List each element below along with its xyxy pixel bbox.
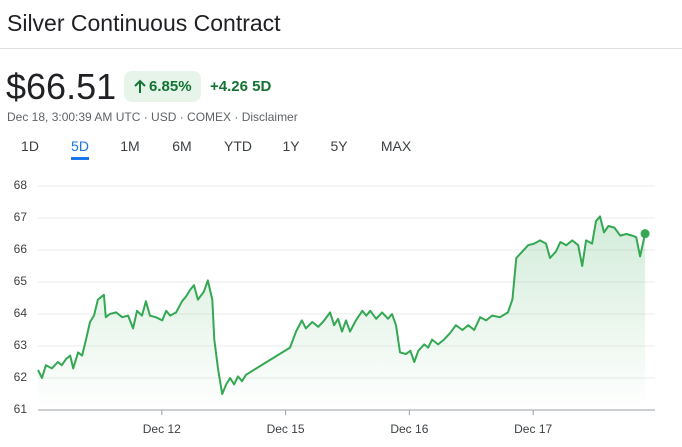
y-tick-label: 67: [14, 210, 28, 224]
range-tab[interactable]: YTD: [224, 138, 252, 154]
subtitle: Dec 18, 3:00:39 AM UTC · USD · COMEX · D…: [7, 110, 298, 124]
change: +4.26 5D: [210, 78, 272, 95]
range-tab[interactable]: 1M: [120, 138, 140, 154]
y-tick-label: 64: [14, 306, 28, 320]
last-point: [640, 229, 650, 239]
change-percent: 6.85%: [149, 78, 192, 95]
x-tick-label: Dec 12: [143, 422, 181, 436]
up-arrow: [134, 79, 146, 93]
x-tick-label: Dec 15: [267, 422, 305, 436]
y-tick-label: 66: [14, 242, 28, 256]
range-tab[interactable]: MAX: [380, 138, 412, 154]
y-tick-label: 62: [14, 370, 28, 384]
y-tick-label: 63: [14, 338, 28, 352]
divider: [0, 48, 682, 49]
range-tab[interactable]: 6M: [172, 138, 192, 154]
range-tab[interactable]: 5Y: [330, 138, 348, 154]
y-tick-label: 68: [14, 178, 28, 192]
x-tick-label: Dec 16: [390, 422, 428, 436]
title: Silver Continuous Contract: [7, 10, 281, 36]
y-tick-label: 65: [14, 274, 28, 288]
price: $66.51: [6, 66, 117, 107]
y-tick-label: 61: [14, 402, 28, 416]
chart: 61 62 63 64 65 66 67 68 Dec 12 Dec 15 Dec 16 Dec 17: [14, 178, 655, 436]
range-tab[interactable]: 1D: [21, 138, 39, 154]
area: [38, 216, 646, 410]
range-tab[interactable]: 5D: [71, 138, 89, 160]
change-badge: 6.85%: [124, 71, 201, 102]
range-tab[interactable]: 1Y: [282, 138, 300, 154]
line: [37, 215, 647, 395]
x-tick-label: Dec 17: [514, 422, 552, 436]
